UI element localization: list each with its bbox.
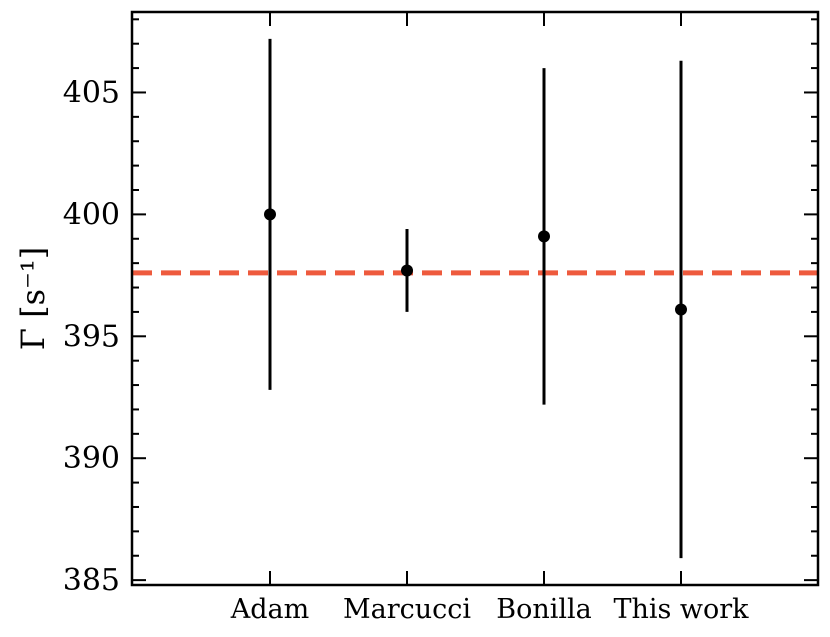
data-point [538,230,550,243]
y-tick-labels: 385 390 395 400 405 [63,75,120,598]
data-point [675,303,687,316]
y-tick-label: 385 [63,563,120,598]
x-tick-label: Adam [230,594,309,625]
x-tick-label: Marcucci [343,594,471,625]
tick-layer [132,12,818,585]
y-tick-label: 400 [63,197,120,232]
x-tick-label: This work [613,594,749,625]
x-tick-label: Bonilla [496,594,592,625]
y-tick-label: 405 [63,75,120,110]
data-point [401,264,413,277]
data-point [264,208,276,221]
y-tick-label: 395 [63,319,120,354]
data-points [264,38,687,559]
x-tick-labels: Adam Marcucci Bonilla This work [230,594,749,625]
y-axis-label: Γ [s⁻¹] [14,247,52,350]
y-tick-label: 390 [63,441,120,476]
plot-frame [130,10,820,587]
